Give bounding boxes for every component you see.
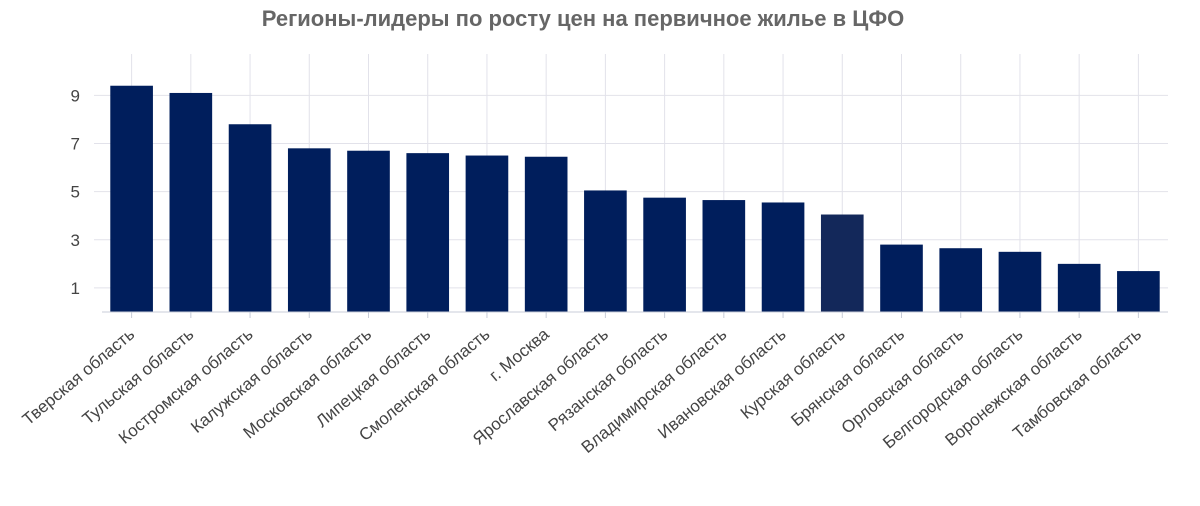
bar[interactable] <box>465 155 509 312</box>
bar[interactable] <box>1117 271 1160 312</box>
y-tick-label: 9 <box>71 86 80 105</box>
bar[interactable] <box>110 85 153 312</box>
bar[interactable] <box>761 202 805 312</box>
y-tick-label: 5 <box>71 183 80 202</box>
bar[interactable] <box>702 200 746 312</box>
chart-title: Регионы-лидеры по росту цен на первичное… <box>261 6 905 31</box>
y-tick-label: 7 <box>71 135 80 154</box>
bar[interactable] <box>287 148 331 312</box>
bar[interactable] <box>820 214 864 312</box>
bar-layer <box>110 85 1160 312</box>
axis-layer <box>102 311 1168 318</box>
y-tick-label: 1 <box>71 279 80 298</box>
bar[interactable] <box>1057 263 1101 312</box>
bar[interactable] <box>406 153 450 312</box>
bar[interactable] <box>347 150 390 312</box>
y-tick-label: 3 <box>71 231 80 250</box>
bar[interactable] <box>880 244 923 312</box>
bar[interactable] <box>228 124 272 312</box>
bar[interactable] <box>643 197 686 312</box>
bar[interactable] <box>524 156 568 312</box>
bar[interactable] <box>584 190 627 312</box>
bar[interactable] <box>998 251 1042 312</box>
bar[interactable] <box>169 92 213 312</box>
x-tick-label: Курская область <box>737 324 849 422</box>
bar[interactable] <box>939 248 983 312</box>
